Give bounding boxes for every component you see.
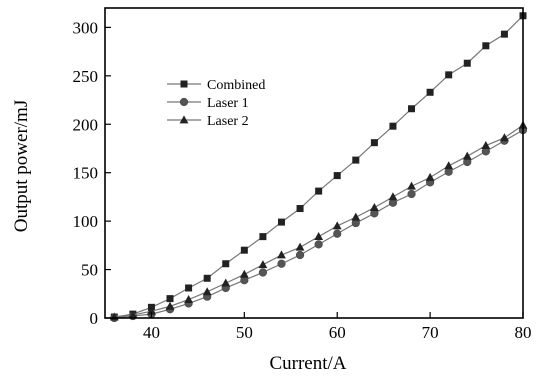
legend: Combined Laser 1 Laser 2	[167, 78, 265, 129]
x-tick-label: 50	[236, 323, 253, 342]
series-line-laser-1	[114, 129, 524, 319]
y-tick-label: 300	[73, 18, 99, 37]
data-point-laser-2	[314, 232, 324, 241]
data-point-laser-2	[165, 301, 175, 310]
data-point-combined	[222, 260, 230, 268]
y-tick-label: 0	[90, 309, 99, 328]
data-point-combined	[203, 274, 211, 282]
data-point-laser-1	[277, 259, 286, 268]
data-point-laser-2	[295, 242, 305, 251]
data-point-combined	[482, 42, 490, 50]
data-point-combined	[259, 233, 267, 241]
data-point-combined	[166, 295, 174, 303]
y-tick-label: 250	[73, 67, 99, 86]
data-point-laser-2	[202, 287, 212, 296]
x-tick-label: 60	[329, 323, 346, 342]
legend-item-laser-1: Laser 1	[167, 96, 249, 111]
data-point-combined	[445, 71, 453, 79]
data-point-laser-2	[369, 202, 379, 211]
legend-label: Laser 1	[207, 96, 249, 111]
data-point-combined	[463, 59, 471, 67]
x-tick-label: 40	[143, 323, 160, 342]
data-point-laser-2	[147, 306, 156, 315]
x-tick-label: 70	[422, 323, 439, 342]
series-laser-1	[110, 125, 528, 323]
data-point-laser-2	[462, 151, 472, 160]
data-point-laser-2	[128, 310, 138, 319]
plot-frame	[104, 7, 524, 319]
data-point-laser-1	[314, 240, 323, 249]
legend-label: Laser 2	[207, 114, 249, 129]
data-point-laser-2	[500, 133, 509, 142]
x-axis-label: Current/A	[269, 353, 346, 374]
data-point-laser-2	[332, 221, 342, 230]
data-point-laser-2	[444, 161, 454, 170]
data-point-combined	[352, 156, 360, 164]
legend-label: Combined	[207, 78, 265, 93]
axes: 40 50 60 70 80 0 50 100 150 200 250 300	[73, 7, 532, 342]
y-tick-label: 50	[81, 261, 98, 280]
data-point-laser-1	[407, 189, 416, 199]
data-point-laser-2	[425, 172, 435, 181]
data-point-laser-2	[184, 294, 193, 303]
data-point-laser-2	[481, 140, 491, 149]
data-point-laser-1	[295, 250, 305, 260]
data-point-combined	[408, 105, 416, 113]
data-point-laser-1	[333, 229, 342, 238]
legend-marker-combined	[180, 80, 188, 88]
data-point-laser-2	[258, 260, 268, 269]
legend-marker-laser-1	[179, 97, 189, 107]
data-point-laser-2	[351, 212, 361, 221]
data-point-combined	[240, 246, 248, 254]
data-point-laser-2	[407, 181, 416, 190]
legend-item-laser-2: Laser 2	[167, 114, 249, 129]
plot-area	[109, 12, 528, 323]
legend-item-combined: Combined	[167, 78, 265, 93]
series-line-laser-2	[114, 124, 524, 318]
series-combined	[110, 12, 527, 321]
data-point-combined	[333, 172, 341, 180]
data-point-combined	[500, 30, 508, 38]
legend-marker-laser-2	[179, 115, 189, 124]
x-tick-label: 80	[515, 323, 532, 342]
y-tick-label: 100	[73, 212, 99, 231]
data-point-combined	[426, 88, 434, 96]
data-point-combined	[277, 218, 285, 226]
y-tick-label: 150	[73, 164, 99, 183]
series-line-combined	[114, 15, 524, 318]
y-axis-label: Output power/mJ	[11, 100, 32, 232]
data-point-combined	[296, 205, 304, 213]
data-point-laser-2	[277, 250, 286, 259]
data-point-laser-2	[221, 278, 231, 287]
series-laser-2	[109, 120, 528, 321]
data-point-combined	[315, 187, 323, 195]
data-point-combined	[185, 284, 193, 292]
data-point-combined	[389, 122, 397, 130]
data-point-laser-2	[239, 269, 249, 278]
y-tick-label: 200	[73, 115, 99, 134]
data-point-combined	[370, 139, 378, 147]
data-point-laser-1	[258, 268, 268, 277]
data-point-laser-2	[388, 192, 398, 201]
